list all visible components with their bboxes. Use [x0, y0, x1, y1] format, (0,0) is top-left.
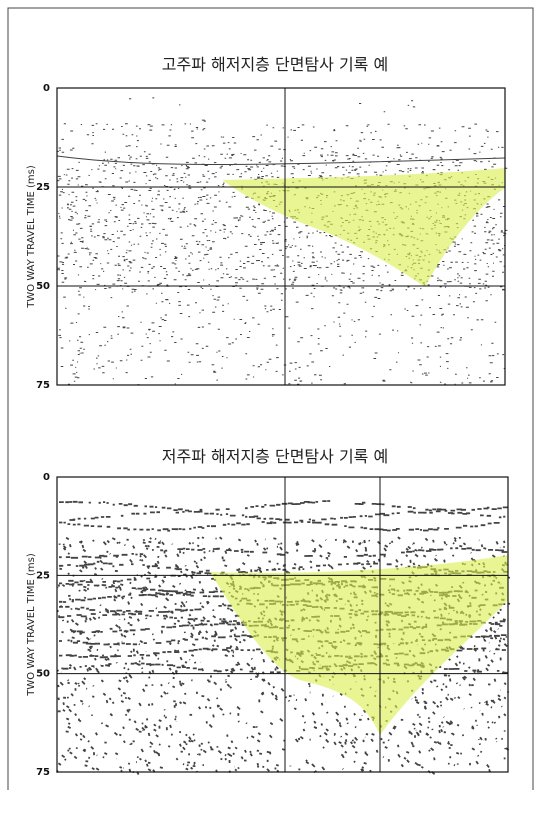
- y-tick-label: 25: [36, 182, 50, 193]
- y-tick-label: 0: [43, 83, 50, 94]
- page: 고주파 해저지층 단면탐사 기록 예TWO WAY TRAVEL TIME (m…: [0, 0, 542, 813]
- background: [0, 0, 542, 813]
- y-tick-label: 75: [36, 767, 50, 778]
- y-tick-label: 25: [36, 570, 50, 581]
- document: 고주파 해저지층 단면탐사 기록 예TWO WAY TRAVEL TIME (m…: [0, 0, 542, 813]
- y-tick-label: 50: [36, 281, 50, 292]
- y-tick-label: 0: [43, 472, 50, 483]
- panel-title: 저주파 해저지층 단면탐사 기록 예: [162, 447, 388, 466]
- y-tick-label: 50: [36, 669, 50, 680]
- panel-title: 고주파 해저지층 단면탐사 기록 예: [162, 55, 388, 74]
- y-tick-label: 75: [36, 380, 50, 391]
